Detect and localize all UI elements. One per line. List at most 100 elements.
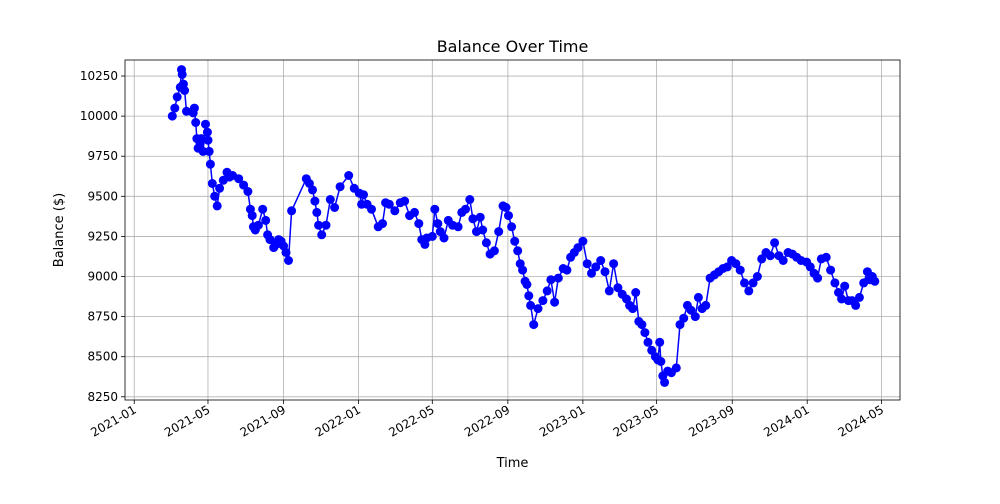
data-point [596,256,606,265]
data-point [538,296,548,306]
data-point [631,288,641,297]
data-point [284,256,293,265]
data-point [740,278,749,288]
data-point [201,119,210,129]
data-point [778,256,788,265]
data-point [546,275,556,285]
data-point [507,222,517,232]
data-point [215,183,225,193]
data-point [770,238,780,248]
x-axis-label: Time [496,456,529,471]
data-point [752,272,762,281]
data-point [359,190,368,200]
data-point [813,273,823,283]
data-point [513,246,523,256]
data-point [335,182,345,192]
y-tick-label: 8500 [87,350,118,364]
data-point [207,179,217,188]
data-point [542,286,552,296]
data-point [731,259,741,269]
data-point [433,219,443,229]
data-point [628,304,638,314]
data-point [722,262,732,272]
data-point [854,292,864,302]
data-point [693,292,703,302]
data-point [414,219,424,229]
data-point [640,328,650,338]
grid [125,60,900,400]
y-tick-label: 9750 [87,149,118,163]
data-point [587,268,596,278]
data-point [830,278,840,288]
y-tick-label: 9000 [87,270,118,284]
data-point [744,286,754,296]
data-point [679,313,689,323]
data-point [203,135,213,145]
data-point [167,111,177,121]
data-point [533,304,543,314]
y-axis: 8250 8500 8750 9000 9250 9500 9750 10000 10250 [80,69,125,404]
data-point [344,171,354,180]
data-point [281,248,291,257]
data-point [310,196,320,206]
data-point [481,238,491,248]
data-point [430,204,440,214]
data-point [529,320,539,330]
data-point [170,103,180,113]
y-axis-label: Balance ($) [52,193,67,267]
data-point [468,214,478,224]
data-point [180,86,190,95]
data-point [609,259,619,269]
data-point [210,191,220,201]
data-point [202,127,212,137]
data-point [325,195,335,204]
data-point [308,185,317,195]
y-tick-label: 8750 [87,310,118,324]
data-point [461,204,470,214]
data-point [390,206,400,216]
data-point [478,225,488,235]
plot-area [167,65,880,387]
data-point [312,207,322,217]
data-point [378,219,387,229]
data-point [637,320,647,330]
data-point [518,265,528,275]
data-point [205,159,215,169]
data-point [475,212,485,222]
data-point [757,254,767,264]
data-point [501,203,511,212]
data-point [837,294,847,304]
data-point [253,220,263,230]
data-point [191,118,201,127]
data-point [550,297,560,307]
chart-title: Balance Over Time [437,37,589,56]
data-point [287,206,297,216]
axes-frame [124,59,901,401]
data-point [522,280,532,289]
data-point [553,273,563,283]
y-tick-label: 9250 [87,229,118,243]
data-point [204,146,214,156]
data-point [613,283,623,293]
data-point [314,220,324,230]
data-point [410,207,419,217]
data-point [604,286,614,296]
data-point [826,265,836,275]
data-point [562,265,572,275]
data-point [870,276,880,286]
y-tick-label: 8250 [87,390,118,404]
data-point [765,251,775,261]
data-point [453,222,463,232]
data-point [465,195,475,204]
data-point [578,236,588,246]
data-point [655,337,665,347]
data-point [643,337,653,347]
data-point [656,357,666,366]
data-point [701,300,711,310]
data-point [189,103,199,113]
data-point [265,235,275,245]
data-point [234,174,244,184]
